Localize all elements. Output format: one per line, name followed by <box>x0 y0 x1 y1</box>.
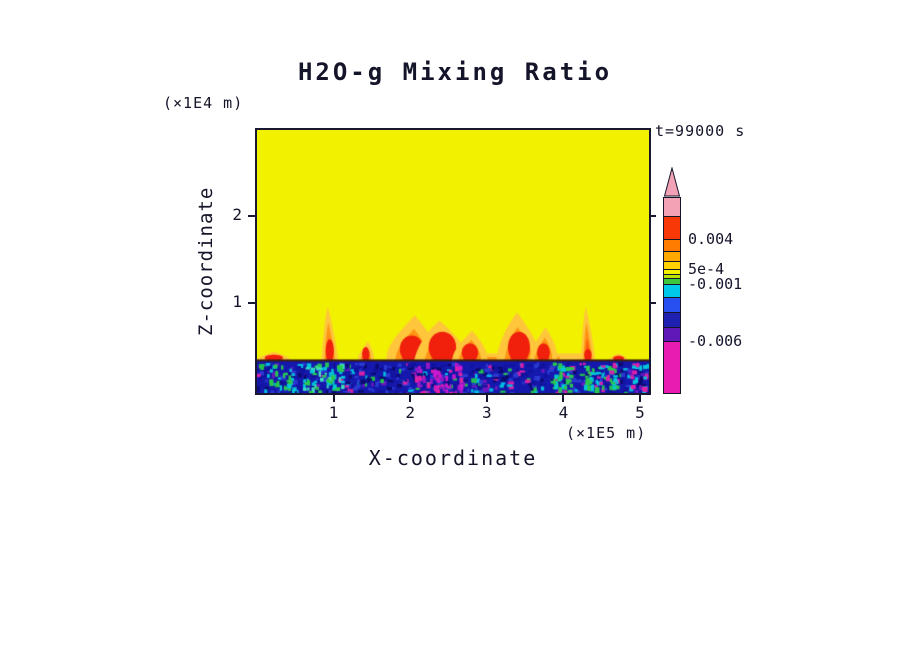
colorbar-segment <box>664 239 680 251</box>
colorbar-segment <box>664 312 680 327</box>
time-annotation: t=99000 s <box>655 122 746 140</box>
x-tick-label: 5 <box>635 403 645 422</box>
colorbar-segment <box>664 261 680 269</box>
x-tick-label: 4 <box>558 403 569 422</box>
y-tick-right <box>651 302 656 304</box>
x-tick-label: 1 <box>328 403 339 422</box>
colorbar-segment <box>664 274 680 278</box>
x-tick-label: 2 <box>405 403 415 422</box>
colorbar-arrow-icon <box>663 167 681 197</box>
colorbar-segment <box>664 284 680 297</box>
chart-title: H2O-g Mixing Ratio <box>297 58 613 86</box>
colorbar-segment <box>664 269 680 274</box>
x-axis-label: X-coordinate <box>368 446 538 470</box>
x-tick <box>639 395 641 402</box>
colorbar <box>663 167 681 394</box>
x-tick <box>485 395 488 402</box>
colorbar-segment <box>664 251 680 261</box>
y-tick-label: 2 <box>232 205 242 224</box>
x-tick <box>332 395 335 402</box>
colorbar-segment <box>664 278 680 284</box>
colorbar-segments <box>663 197 681 394</box>
colorbar-segment <box>664 216 680 239</box>
x-tick <box>409 395 412 402</box>
y-tick-right <box>651 215 656 217</box>
x-tick <box>562 395 565 402</box>
colorbar-label: -0.006 <box>688 332 743 350</box>
y-tick-label: 1 <box>232 292 242 311</box>
y-axis-label: Z-coordinate <box>195 186 217 337</box>
y-tick <box>248 302 255 304</box>
colorbar-label: 5e-4 <box>688 260 725 278</box>
heatmap-field <box>255 128 651 395</box>
colorbar-label: -0.001 <box>688 275 743 293</box>
x-axis-unit: (×1E5 m) <box>566 424 647 442</box>
colorbar-segment <box>664 198 680 216</box>
colorbar-segment <box>664 341 680 393</box>
colorbar-segment <box>664 297 680 312</box>
y-axis-unit: (×1E4 m) <box>163 94 244 112</box>
colorbar-label: 0.004 <box>688 230 734 248</box>
x-tick-label: 3 <box>481 403 492 422</box>
y-tick <box>248 215 255 217</box>
colorbar-segment <box>664 327 680 341</box>
